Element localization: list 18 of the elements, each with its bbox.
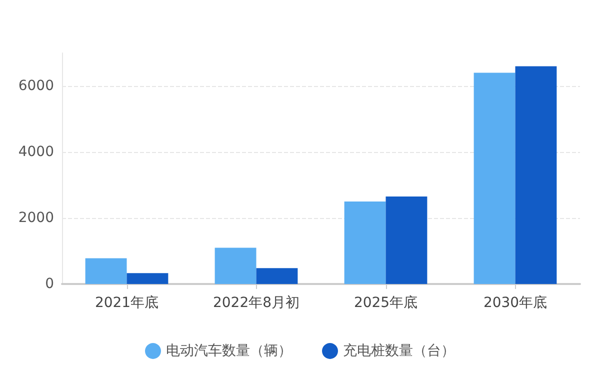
bar [256,268,298,284]
bar [474,72,516,284]
legend-label: 充电桩数量（台） [343,343,455,359]
y-tick-label: 4000 [18,144,54,160]
y-tick-label: 0 [45,276,54,292]
bar [515,66,557,284]
x-tick-label: 2030年底 [483,295,548,311]
x-tick-label: 2025年底 [354,295,418,311]
y-tick-label: 2000 [18,210,54,226]
bar [85,258,127,284]
x-tick-label: 2021年底 [94,295,159,311]
legend-label: 电动汽车数量（辆） [166,343,292,359]
bar [386,196,428,284]
bar [214,248,256,284]
x-tick-label: 2022年8月初 [212,295,300,311]
y-tick-label: 6000 [18,78,54,94]
bar [344,202,386,284]
bar [126,273,168,284]
